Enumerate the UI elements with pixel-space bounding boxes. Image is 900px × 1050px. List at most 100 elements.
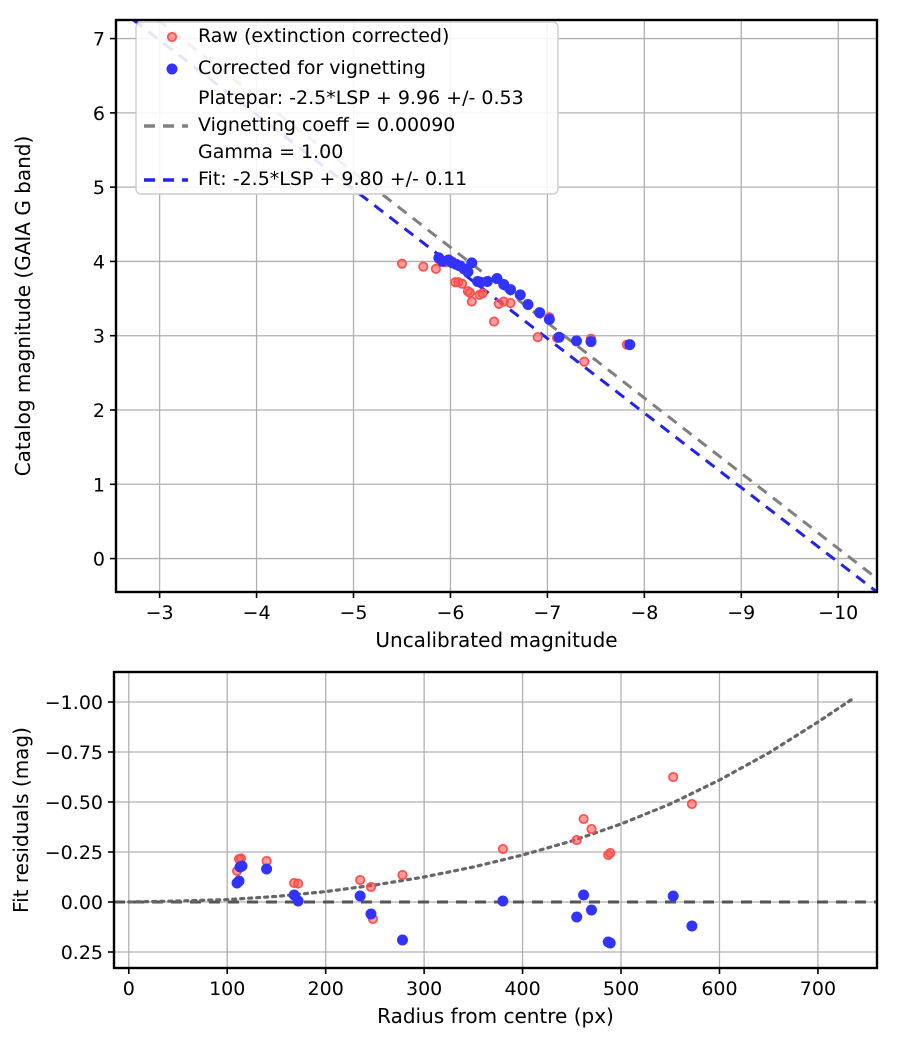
data-point xyxy=(233,875,245,887)
ytick-label: 7 xyxy=(93,29,105,51)
data-point xyxy=(605,847,616,859)
data-point xyxy=(570,335,582,347)
data-point xyxy=(668,771,679,783)
legend-label: Raw (extinction corrected) xyxy=(198,25,449,47)
data-point xyxy=(365,908,377,920)
data-point xyxy=(293,878,304,889)
ytick-label: 0.00 xyxy=(61,892,103,914)
data-point xyxy=(497,895,509,907)
data-point xyxy=(497,843,508,855)
series-corrected-for-vignetting xyxy=(433,252,636,351)
xtick-label: 100 xyxy=(209,978,245,1000)
x-axis-label: Radius from centre (px) xyxy=(377,1004,614,1028)
legend-marker-corrected xyxy=(166,63,178,75)
legend-label: Corrected for vignetting xyxy=(198,57,426,79)
legend-label: Vignetting coeff = 0.00090 xyxy=(198,114,455,136)
data-point xyxy=(261,863,273,875)
ytick-label: 0 xyxy=(93,549,105,571)
data-point xyxy=(396,934,408,946)
data-layer-fit-residuals xyxy=(114,697,877,949)
data-point xyxy=(505,297,516,309)
x-axis-label: Uncalibrated magnitude xyxy=(375,628,617,652)
xtick-label: −5 xyxy=(340,602,368,624)
y-axis-label: Fit residuals (mag) xyxy=(9,727,33,913)
xtick-label: 300 xyxy=(406,978,442,1000)
legend-box xyxy=(135,21,559,195)
ytick-label: 3 xyxy=(93,326,105,348)
xtick-label: 200 xyxy=(308,978,344,1000)
ytick-label: −0.50 xyxy=(45,792,103,814)
xtick-label: 700 xyxy=(800,978,836,1000)
ytick-label: 5 xyxy=(93,177,105,199)
ytick-label: −0.25 xyxy=(45,842,103,864)
data-point xyxy=(355,874,366,886)
data-point xyxy=(571,834,582,846)
data-point xyxy=(292,895,304,907)
data-point xyxy=(534,307,546,319)
data-point xyxy=(397,869,408,881)
data-point xyxy=(466,257,478,269)
xtick-label: −3 xyxy=(146,602,174,624)
data-point xyxy=(418,261,429,272)
plot-background-fit-residuals xyxy=(114,672,877,968)
data-point xyxy=(464,287,475,298)
data-layer-photometric-calibration xyxy=(132,18,878,594)
data-point xyxy=(604,937,616,949)
legend: Raw (extinction corrected) Corrected for … xyxy=(135,21,559,195)
data-point xyxy=(579,356,590,367)
data-point xyxy=(505,284,517,296)
xtick-label: −8 xyxy=(630,602,658,624)
ytick-label: 0.25 xyxy=(61,942,103,964)
series-raw-extinction-corrected- xyxy=(232,771,697,925)
data-point xyxy=(578,813,589,825)
data-point xyxy=(571,911,583,923)
series-raw-extinction-corrected- xyxy=(396,254,632,367)
ytick-label: −1.00 xyxy=(45,692,103,714)
data-point xyxy=(466,296,477,307)
ytick-label: 4 xyxy=(93,251,105,273)
axes-frame-photometric-calibration xyxy=(114,18,879,594)
data-point xyxy=(686,920,698,932)
data-point xyxy=(553,331,565,343)
data-point xyxy=(365,881,377,893)
ytick-label: −0.75 xyxy=(45,742,103,764)
data-point xyxy=(543,313,555,325)
data-point xyxy=(578,889,590,901)
data-point xyxy=(396,258,408,269)
axes-frame-fit-residuals xyxy=(112,670,879,970)
xtick-label: −6 xyxy=(436,602,464,624)
xtick-label: 400 xyxy=(504,978,540,1000)
ytick-label: 1 xyxy=(93,474,105,496)
data-point xyxy=(624,339,636,351)
series-corrected-for-vignetting xyxy=(231,860,698,949)
xtick-label: −4 xyxy=(243,602,271,624)
xtick-label: 0 xyxy=(123,978,135,1000)
legend-marker-raw xyxy=(166,31,178,43)
data-point xyxy=(236,860,248,872)
data-point xyxy=(667,890,679,902)
model-line-vignetting-curve xyxy=(127,697,854,904)
data-point xyxy=(457,278,468,289)
data-point xyxy=(522,299,534,311)
ytick-label: 2 xyxy=(93,400,105,422)
ytick-label: 6 xyxy=(93,103,105,125)
data-point xyxy=(489,316,500,327)
data-point xyxy=(430,263,441,274)
y-axis-label: Catalog magnitude (GAIA G band) xyxy=(11,136,35,477)
xtick-label: −9 xyxy=(727,602,755,624)
data-point xyxy=(481,275,493,287)
data-point xyxy=(514,289,526,301)
xtick-label: 600 xyxy=(701,978,737,1000)
data-point xyxy=(462,266,474,278)
data-point xyxy=(586,823,597,835)
legend-label: Gamma = 1.00 xyxy=(198,141,343,163)
xtick-label: −10 xyxy=(818,602,858,624)
data-point xyxy=(585,336,597,348)
data-point xyxy=(585,904,597,916)
xtick-label: −7 xyxy=(533,602,561,624)
axes-fit-residuals: 0 100 200 300 400 500 600 700 0.25 0.00 −0.25 −0.50… xyxy=(9,670,879,1028)
data-point xyxy=(354,890,366,902)
legend-label: Platepar: -2.5*LSP + 9.96 +/- 0.53 xyxy=(198,87,524,109)
